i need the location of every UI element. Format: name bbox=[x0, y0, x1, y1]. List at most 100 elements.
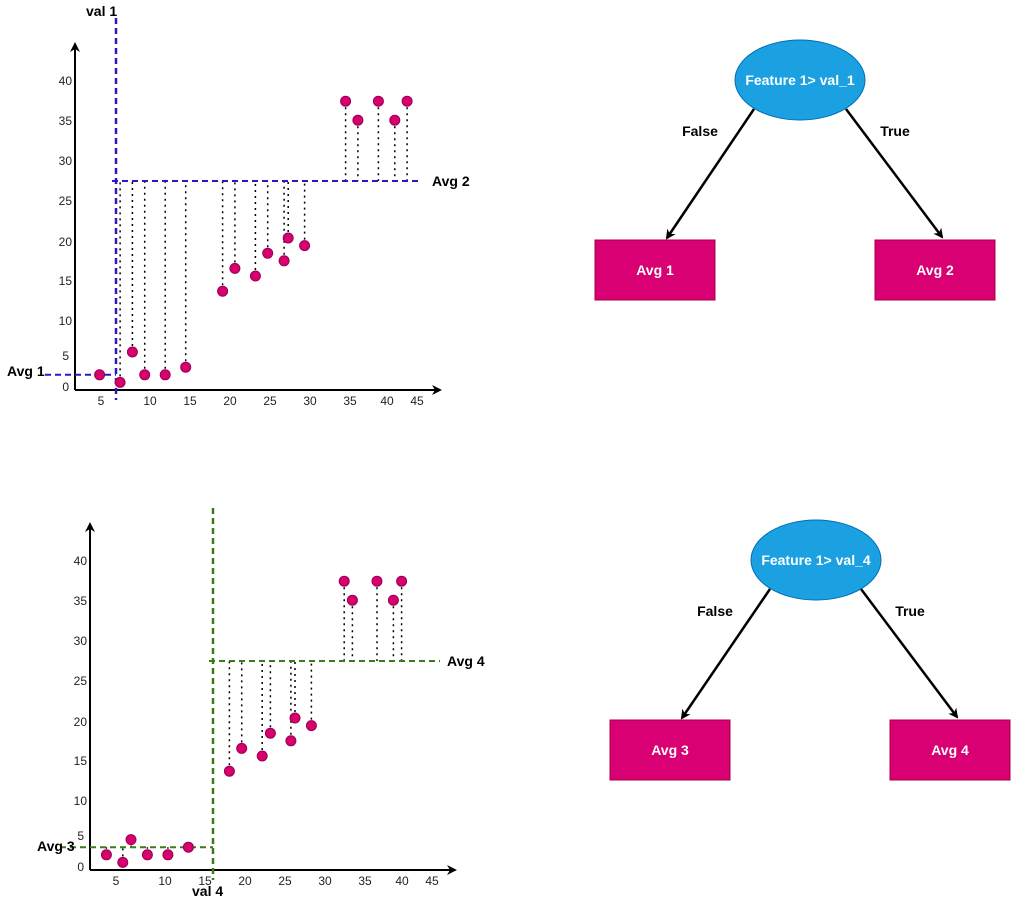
residual-lines bbox=[105, 581, 403, 863]
data-point bbox=[94, 369, 106, 381]
decision-tree-2: Feature 1> val_4 False True Avg 3 Avg 4 bbox=[609, 519, 1011, 781]
data-point bbox=[299, 240, 311, 252]
y-tick-label: 10 bbox=[74, 794, 88, 808]
x-tick-label: 15 bbox=[183, 394, 197, 408]
right-avg-label: Avg 4 bbox=[447, 653, 485, 669]
data-point bbox=[180, 361, 192, 373]
x-tick-label: 35 bbox=[343, 394, 357, 408]
x-tick-label: 15 bbox=[198, 874, 212, 888]
data-point bbox=[401, 95, 413, 107]
right-leaf-node bbox=[889, 719, 1011, 781]
data-point bbox=[256, 750, 268, 762]
false-edge-label: False bbox=[697, 603, 733, 619]
true-edge-label: True bbox=[880, 123, 910, 139]
left-leaf-node bbox=[594, 239, 716, 301]
data-point bbox=[338, 575, 350, 587]
y-tick-label: 35 bbox=[59, 114, 73, 128]
x-tick-label: 25 bbox=[263, 394, 277, 408]
data-point bbox=[223, 765, 235, 777]
left-leaf-label: Avg 3 bbox=[651, 742, 689, 758]
y-tick-label: 0 bbox=[62, 380, 69, 394]
data-points bbox=[100, 575, 408, 868]
data-point bbox=[126, 346, 138, 358]
x-tick-label: 40 bbox=[380, 394, 394, 408]
split-lines bbox=[60, 508, 440, 880]
right-leaf-node bbox=[874, 239, 996, 301]
x-tick-label: 45 bbox=[410, 394, 424, 408]
x-tick-label: 5 bbox=[98, 394, 105, 408]
data-point bbox=[139, 369, 151, 381]
data-point bbox=[289, 712, 301, 724]
false-branch-arrow bbox=[665, 108, 756, 240]
y-tick-label: 5 bbox=[77, 829, 84, 843]
right-leaf-label: Avg 2 bbox=[916, 262, 954, 278]
y-tick-label: 5 bbox=[62, 349, 69, 363]
data-point bbox=[285, 735, 297, 747]
scatter-chart-1: 5 10 15 20 25 30 35 40 45 0 5 10 15 20 2… bbox=[7, 3, 470, 408]
y-tick-label: 15 bbox=[59, 274, 73, 288]
right-avg-label: Avg 2 bbox=[432, 173, 470, 189]
residual-lines bbox=[119, 101, 408, 383]
x-tick-label: 30 bbox=[318, 874, 332, 888]
y-tick-label: 20 bbox=[59, 235, 73, 249]
data-point bbox=[396, 575, 408, 587]
true-edge-label: True bbox=[895, 603, 925, 619]
data-point bbox=[100, 849, 112, 861]
data-point bbox=[305, 720, 317, 732]
data-point bbox=[371, 575, 383, 587]
x-tick-label: 10 bbox=[143, 394, 157, 408]
x-tick-label: 20 bbox=[238, 874, 252, 888]
split-label: val 1 bbox=[86, 3, 117, 19]
x-tick-label: 10 bbox=[158, 874, 172, 888]
x-tick-label: 25 bbox=[278, 874, 292, 888]
data-point bbox=[182, 841, 194, 853]
y-tick-label: 15 bbox=[74, 754, 88, 768]
data-point bbox=[264, 727, 276, 739]
data-point bbox=[346, 594, 358, 606]
left-leaf-node bbox=[609, 719, 731, 781]
data-point bbox=[141, 849, 153, 861]
x-tick-label: 40 bbox=[395, 874, 409, 888]
split-lines bbox=[45, 18, 420, 400]
data-point bbox=[162, 849, 174, 861]
y-tick-label: 10 bbox=[59, 314, 73, 328]
data-point bbox=[114, 376, 126, 388]
root-node bbox=[750, 519, 882, 601]
data-point bbox=[217, 285, 229, 297]
y-tick-label: 35 bbox=[74, 594, 88, 608]
data-point bbox=[262, 247, 274, 259]
data-point bbox=[159, 369, 171, 381]
y-tick-label: 25 bbox=[74, 674, 88, 688]
y-tick-label: 40 bbox=[74, 554, 88, 568]
x-tick-labels: 5 10 15 20 25 30 35 40 45 bbox=[98, 394, 424, 408]
root-node bbox=[734, 39, 866, 121]
data-point bbox=[117, 856, 129, 868]
data-point bbox=[387, 594, 399, 606]
y-tick-label: 20 bbox=[74, 715, 88, 729]
x-tick-labels: 5 10 15 20 25 30 35 40 45 bbox=[113, 874, 439, 888]
data-point bbox=[389, 114, 401, 126]
x-tick-label: 45 bbox=[425, 874, 439, 888]
x-tick-label: 35 bbox=[358, 874, 372, 888]
y-tick-label: 0 bbox=[77, 860, 84, 874]
y-tick-label: 30 bbox=[74, 634, 88, 648]
data-point bbox=[125, 834, 137, 846]
data-point bbox=[282, 232, 294, 244]
y-tick-label: 30 bbox=[59, 154, 73, 168]
y-tick-label: 40 bbox=[59, 74, 73, 88]
data-point bbox=[278, 255, 290, 267]
y-tick-label: 25 bbox=[59, 194, 73, 208]
data-point bbox=[372, 95, 384, 107]
left-avg-label: Avg 3 bbox=[37, 838, 75, 854]
data-point bbox=[340, 95, 352, 107]
y-tick-labels: 0 5 10 15 20 25 30 35 40 bbox=[74, 554, 88, 874]
right-leaf-label: Avg 4 bbox=[931, 742, 969, 758]
false-edge-label: False bbox=[682, 123, 718, 139]
data-point bbox=[229, 262, 241, 274]
x-tick-label: 20 bbox=[223, 394, 237, 408]
x-tick-label: 5 bbox=[113, 874, 120, 888]
root-node-label: Feature 1> val_4 bbox=[761, 552, 871, 568]
decision-tree-1: Feature 1> val_1 False True Avg 1 Avg 2 bbox=[594, 39, 996, 301]
data-point bbox=[249, 270, 261, 282]
